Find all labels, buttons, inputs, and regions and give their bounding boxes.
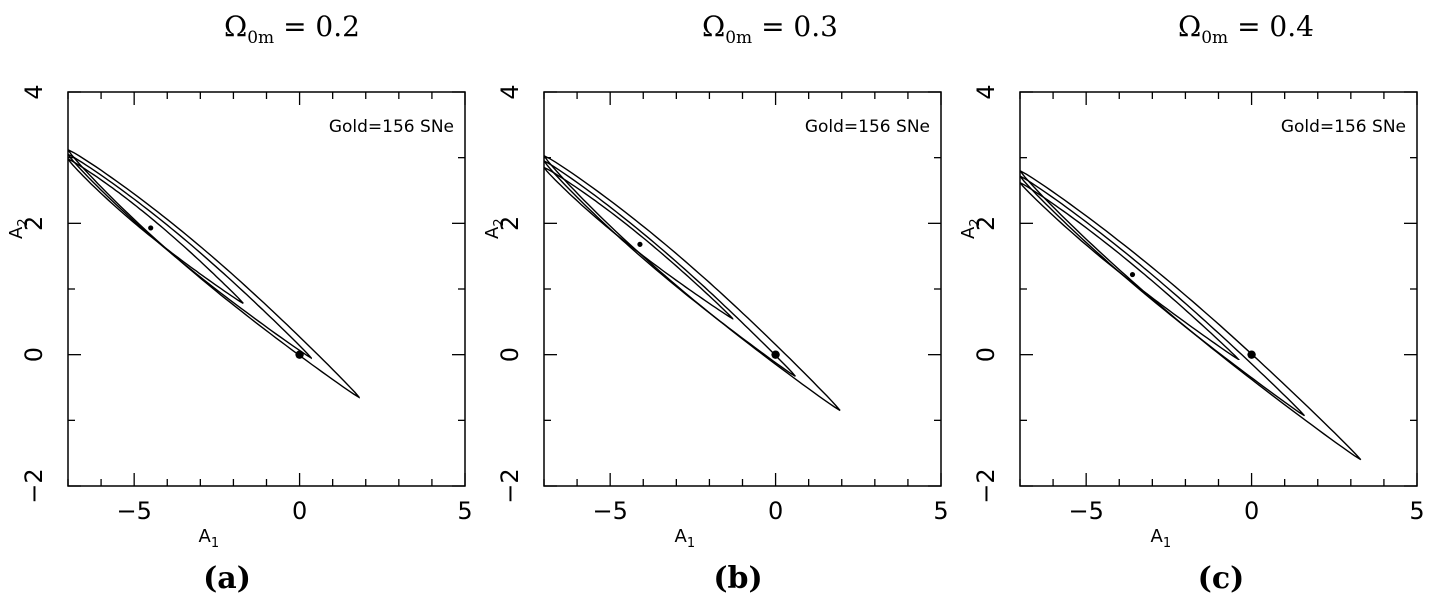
contour-group [544,155,841,412]
panel-label: (b) [713,561,762,596]
reference-point [295,350,304,359]
x-tick-label: −5 [592,497,627,525]
contour-inner [68,158,244,305]
contour-inner [1020,181,1241,360]
title-subscript: 0m [247,28,274,48]
panel-title: Ω0m = 0.4 [1178,10,1314,48]
dataset-annotation: Gold=156 SNe [329,117,454,137]
dataset-annotation: Gold=156 SNe [805,117,930,137]
y-tick-label: 0 [20,347,48,362]
best-fit-point [148,225,154,231]
x-tick-label: −5 [116,497,151,525]
y-tick-label: −2 [496,468,524,503]
dataset-annotation: Gold=156 SNe [1281,117,1406,137]
best-fit-point [637,241,643,247]
y-axis-label-main: A [958,226,979,239]
x-tick-label: 5 [1409,497,1424,525]
contour-middle [1020,175,1306,417]
title-value: = 0.3 [752,10,838,43]
title-subscript: 0m [725,28,752,48]
y-tick-label: −2 [20,468,48,503]
x-axis-label-sub: 1 [1163,536,1171,551]
plot-frame [1019,91,1418,487]
y-axis-label: A2 [958,218,983,239]
y-tick-label: 4 [972,84,1000,99]
panel-label: (c) [1198,561,1245,596]
title-main: Ω [1178,10,1201,43]
y-tick-label: 2 [496,216,524,231]
plot-frame [67,91,466,487]
title-main: Ω [224,10,247,43]
panel-title: Ω0m = 0.3 [702,10,838,48]
contour-outer [1020,170,1362,461]
contour-middle [68,153,312,360]
title-value: = 0.4 [1228,10,1314,43]
x-tick-label: 5 [457,497,472,525]
title-main: Ω [702,10,725,43]
x-tick-label: 0 [768,497,783,525]
y-axis-label-main: A [482,226,503,239]
contour-middle [544,160,796,377]
contour-group [68,149,360,399]
x-axis-label-sub: 1 [211,536,219,551]
reference-point [771,350,780,359]
contour-outer [544,155,841,412]
plot-frame [543,91,942,487]
x-tick-label: −5 [1068,497,1103,525]
x-axis-label-main: A [1151,526,1164,547]
y-axis-label: A2 [482,218,507,239]
y-tick-label: 2 [972,216,1000,231]
y-axis-label-sub: 2 [16,218,31,226]
contour-inner [544,166,734,320]
x-axis-label-main: A [675,526,688,547]
contour-outer [68,149,360,399]
reference-point [1247,350,1256,359]
x-axis-label: A1 [199,526,220,551]
y-tick-label: 4 [20,84,48,99]
x-axis-label-main: A [199,526,212,547]
x-tick-label: 5 [933,497,948,525]
x-axis-label: A1 [675,526,696,551]
y-tick-label: 4 [496,84,524,99]
x-axis-label-sub: 1 [687,536,695,551]
y-tick-label: 2 [20,216,48,231]
panel-label: (a) [203,561,251,596]
x-axis-label: A1 [1151,526,1172,551]
best-fit-point [1129,271,1136,278]
y-axis-label-sub: 2 [968,218,983,226]
title-subscript: 0m [1201,28,1228,48]
y-tick-label: 0 [972,347,1000,362]
y-axis-label: A2 [6,218,31,239]
y-axis-label-main: A [6,226,27,239]
y-axis-label-sub: 2 [492,218,507,226]
panel-title: Ω0m = 0.2 [224,10,360,48]
x-tick-label: 0 [292,497,307,525]
contour-group [1020,170,1362,461]
y-tick-label: 0 [496,347,524,362]
y-tick-label: −2 [972,468,1000,503]
x-tick-label: 0 [1244,497,1259,525]
title-value: = 0.2 [274,10,360,43]
